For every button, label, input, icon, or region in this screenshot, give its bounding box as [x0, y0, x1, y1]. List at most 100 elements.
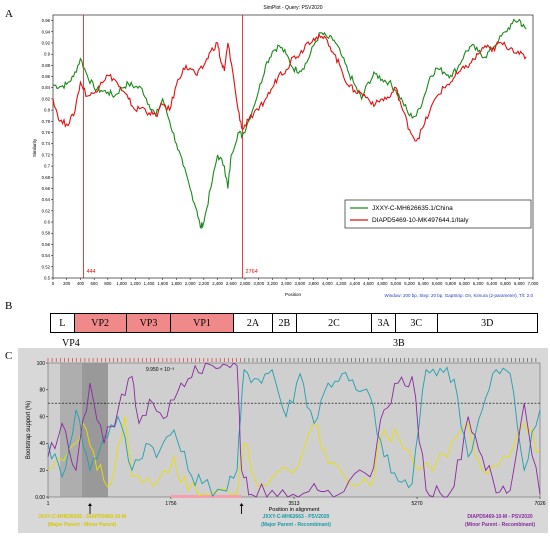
simplot-x-tick-label: 1,600 — [157, 281, 168, 286]
simplot-y-tick-label: 0.56 — [42, 242, 51, 247]
simplot-plot-area — [52, 14, 534, 279]
simplot-y-tick-label: 0.76 — [42, 130, 51, 135]
bootscan-y-tick-label: 20 — [39, 468, 45, 474]
bootscan-y-tick-label: 40 — [39, 441, 45, 447]
simplot-x-tick-label: 6,600 — [500, 281, 511, 286]
simplot-y-tick-label: 0.58 — [42, 231, 51, 236]
genome-segment-3c: 3C — [395, 314, 438, 332]
simplot-legend: JXXY-C-MH626635.1/China DIAPD5469-10-MK4… — [344, 199, 532, 229]
bootscan-plot-area — [47, 362, 541, 498]
simplot-x-tick-label: 1,000 — [116, 281, 127, 286]
genome-segment-vp1: VP1 — [171, 314, 234, 332]
simplot-x-tick-label: 2,600 — [226, 281, 237, 286]
simplot-y-tick-label: 0.6 — [44, 220, 51, 225]
simplot-x-tick-label: 1,200 — [130, 281, 141, 286]
genome-segment-2c: 2C — [296, 314, 373, 332]
simplot-y-axis-label: Similarity — [32, 138, 37, 157]
simplot-x-tick-label: 3,400 — [281, 281, 292, 286]
simplot-y-tick-label: 0.88 — [42, 63, 51, 68]
bootscan-legend-purple-role: (Minor Parent - Recombinant) — [465, 522, 535, 528]
simplot-x-tick-label: 6,000 — [459, 281, 470, 286]
simplot-x-tick-label: 2,800 — [240, 281, 251, 286]
genome-segment-vp2: VP2 — [74, 314, 127, 332]
bootscan-x-tick-label: 7026 — [534, 501, 545, 507]
simplot-y-tick-label: 0.84 — [42, 85, 51, 90]
simplot-x-tick-label: 6,400 — [486, 281, 497, 286]
simplot-y-tick-label: 0.86 — [42, 74, 51, 79]
simplot-y-tick-label: 0.68 — [42, 175, 51, 180]
simplot-x-tick-label: 4,400 — [349, 281, 360, 286]
simplot-y-tick-label: 0.72 — [42, 152, 51, 157]
genome-segment-vp3: VP3 — [126, 314, 172, 332]
simplot-x-tick-label: 1,400 — [144, 281, 155, 286]
panel-c-letter: C — [5, 350, 13, 362]
genome-segment-2b: 2B — [273, 314, 297, 332]
simplot-x-tick-label: 4,600 — [363, 281, 374, 286]
bootscan-highlight-bar — [170, 495, 242, 498]
simplot-y-tick-label: 0.66 — [42, 186, 51, 191]
bootscan-chart: 0.00 20 40 60 80 100 1 1756 3513 5270 7026 9.950 … — [18, 348, 548, 533]
simplot-series-line-1 — [52, 32, 527, 142]
simplot-y-tick-label: 0.8 — [44, 108, 51, 113]
genome-label-3b: 3B — [393, 338, 405, 349]
simplot-y-tick-label: 0.62 — [42, 208, 51, 213]
simplot-x-tick-label: 3,000 — [253, 281, 264, 286]
simplot-breakpoint-label: 444 — [86, 269, 95, 275]
bootscan-y-tick-label: 100 — [37, 361, 46, 367]
simplot-y-tick-label: 0.7 — [44, 164, 51, 169]
simplot-x-axis-label: Position — [285, 292, 302, 297]
bootscan-y-axis-label: Bootstrap support (%) — [26, 401, 32, 459]
genome-segment-3a: 3A — [372, 314, 396, 332]
simplot-x-tick-label: 5,200 — [404, 281, 415, 286]
simplot-y-tick-label: 0.74 — [42, 141, 51, 146]
simplot-x-tick-label: 4,000 — [322, 281, 333, 286]
genome-map: L VP2 VP3 VP1 2A 2B 2C 3A 3C 3D — [50, 313, 538, 333]
simplot-y-tick-label: 0.54 — [42, 253, 51, 258]
simplot-x-tick-label: 2,400 — [212, 281, 223, 286]
simplot-x-tick-label: 5,400 — [418, 281, 429, 286]
simplot-y-tick-label: 0.9 — [44, 52, 51, 57]
simplot-x-tick-label: 3,200 — [267, 281, 278, 286]
bootscan-breakpoint-arrowhead — [88, 503, 93, 506]
simplot-y-tick-label: 0.52 — [42, 264, 51, 269]
legend-green: JXXY-C-MH626635.1/China — [372, 205, 453, 212]
bootscan-legend-yellow-role: (Major Parent - Minor Parent) — [48, 522, 117, 528]
bootscan-x-tick-label: 1756 — [165, 501, 176, 507]
simplot-x-tick-label: 5,800 — [445, 281, 456, 286]
simplot-series-line-0 — [52, 18, 527, 230]
simplot-title: SimPlot - Query: PSV2020 — [263, 5, 322, 11]
bootscan-x-tick-label: 3513 — [288, 501, 299, 507]
simplot-breakpoint-label: 2764 — [246, 269, 258, 275]
simplot-y-tick-label: 0.94 — [42, 29, 51, 34]
simplot-x-tick-label: 800 — [104, 281, 112, 286]
simplot-x-tick-label: 400 — [77, 281, 85, 286]
genome-segment-l: L — [51, 314, 75, 332]
bootscan-shaded-region-2 — [82, 363, 108, 497]
bootscan-series-line-1 — [47, 366, 541, 498]
panel-b-letter: B — [5, 300, 13, 312]
simplot-y-tick-label: 0.96 — [42, 18, 51, 23]
bootscan-legend-purple-name: DIAPD5469-10-M - PSV2020 — [467, 514, 533, 520]
simplot-x-tick-label: 200 — [63, 281, 71, 286]
bootscan-legend-teal-name: JXXY-C-MH62663 - PSV2020 — [263, 514, 330, 520]
genome-segment-3d: 3D — [437, 314, 537, 332]
simplot-x-tick-label: 4,200 — [336, 281, 347, 286]
bootscan-y-tick-label: 0.00 — [35, 495, 45, 501]
bootscan-y-tick-label: 80 — [39, 388, 45, 394]
simplot-y-tick-label: 0.82 — [42, 96, 51, 101]
simplot-x-tick-label: 2,000 — [185, 281, 196, 286]
simplot-x-tick-label: 4,800 — [377, 281, 388, 286]
bootscan-annotation: 9.950 × 10⁻³ — [146, 367, 174, 373]
simplot-x-tick-label: 6,200 — [473, 281, 484, 286]
simplot-y-tick-label: 0.78 — [42, 119, 51, 124]
simplot-x-tick-label: 6,800 — [514, 281, 525, 286]
genome-label-vp4: VP4 — [62, 338, 80, 349]
simplot-x-tick-label: 2,200 — [198, 281, 209, 286]
bootscan-legend-yellow-name: JXXY-C-MH626635 - DIAPD5469-10-M — [38, 514, 126, 520]
legend-red: DIAPD5469-10-MK497644.1/Italy — [372, 217, 469, 224]
simplot-x-tick-label: 600 — [91, 281, 99, 286]
bootscan-y-tick-label: 60 — [39, 414, 45, 420]
genome-segment-2a: 2A — [233, 314, 274, 332]
bootscan-legend-teal-role: (Major Parent - Recombinant) — [261, 522, 331, 528]
simplot-x-tick-label: 5,000 — [390, 281, 401, 286]
